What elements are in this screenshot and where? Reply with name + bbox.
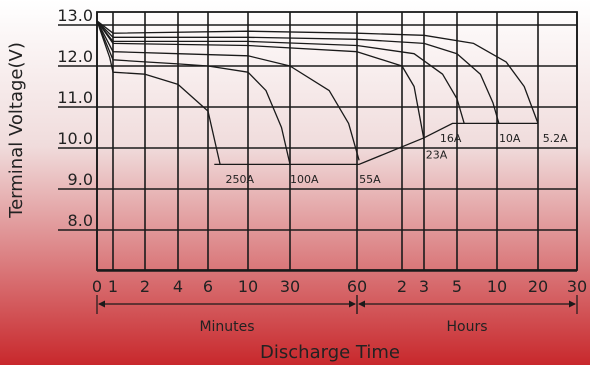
x-tick-label: 1 bbox=[108, 277, 118, 296]
x-tick-label: 3 bbox=[419, 277, 429, 296]
series-label: 55A bbox=[359, 173, 381, 186]
series-label: 250A bbox=[225, 173, 254, 186]
x-tick-label: 10 bbox=[238, 277, 258, 296]
y-axis-label: Terminal Voltage(V) bbox=[6, 42, 27, 219]
series-line-16A bbox=[96, 20, 465, 124]
x-tick-label: 0 bbox=[92, 277, 102, 296]
x-tick-label: 60 bbox=[347, 277, 367, 296]
y-tick-label: 11.0 bbox=[57, 88, 93, 107]
x-tick-label: 6 bbox=[203, 277, 213, 296]
series-line-10A bbox=[96, 20, 500, 124]
series-label: 5.2A bbox=[543, 132, 568, 145]
x-tick-label: 30 bbox=[567, 277, 587, 296]
cutoff-line bbox=[214, 122, 538, 166]
x-tick-label: 4 bbox=[173, 277, 183, 296]
x-tick-label: 2 bbox=[397, 277, 407, 296]
series-label: 100A bbox=[290, 173, 319, 186]
section-label: Minutes bbox=[199, 319, 254, 335]
series-line-100A bbox=[96, 20, 291, 165]
series-line-55A bbox=[96, 20, 360, 161]
y-tick-label: 13.0 bbox=[57, 6, 93, 25]
arrowhead-left bbox=[358, 300, 365, 308]
series-labels: 250A 100A 55A 23A 16A 10A 5.2A bbox=[225, 132, 568, 186]
discharge-curves bbox=[96, 20, 539, 166]
series-label: 16A bbox=[440, 132, 462, 145]
y-tick-labels: 13.0 12.0 11.0 10.0 9.0 8.0 bbox=[57, 6, 97, 231]
grid-lines bbox=[96, 11, 578, 272]
series-label: 10A bbox=[499, 132, 521, 145]
series-line-23A bbox=[96, 20, 425, 140]
section-label: Hours bbox=[446, 319, 487, 335]
y-tick-label: 12.0 bbox=[57, 47, 93, 66]
x-tick-labels: 0 1 2 4 6 10 30 60 2 3 5 10 20 30 bbox=[92, 277, 587, 296]
series-line-5_2A bbox=[96, 20, 539, 124]
x-tick-label: 20 bbox=[528, 277, 548, 296]
x-axis-label: Discharge Time bbox=[260, 342, 400, 363]
y-tick-label: 8.0 bbox=[68, 211, 93, 230]
x-tick-label: 2 bbox=[140, 277, 150, 296]
arrowhead-right bbox=[569, 300, 576, 308]
series-line-250A bbox=[96, 20, 221, 165]
x-tick-label: 5 bbox=[452, 277, 462, 296]
y-tick-label: 9.0 bbox=[68, 170, 93, 189]
x-tick-label: 10 bbox=[487, 277, 507, 296]
y-tick-label: 10.0 bbox=[57, 129, 93, 148]
arrowhead-left bbox=[98, 300, 105, 308]
arrowhead-right bbox=[349, 300, 356, 308]
time-sections: Minutes Hours bbox=[96, 295, 578, 335]
x-tick-label: 30 bbox=[280, 277, 300, 296]
series-label: 23A bbox=[426, 148, 448, 161]
plot-border bbox=[96, 11, 578, 271]
